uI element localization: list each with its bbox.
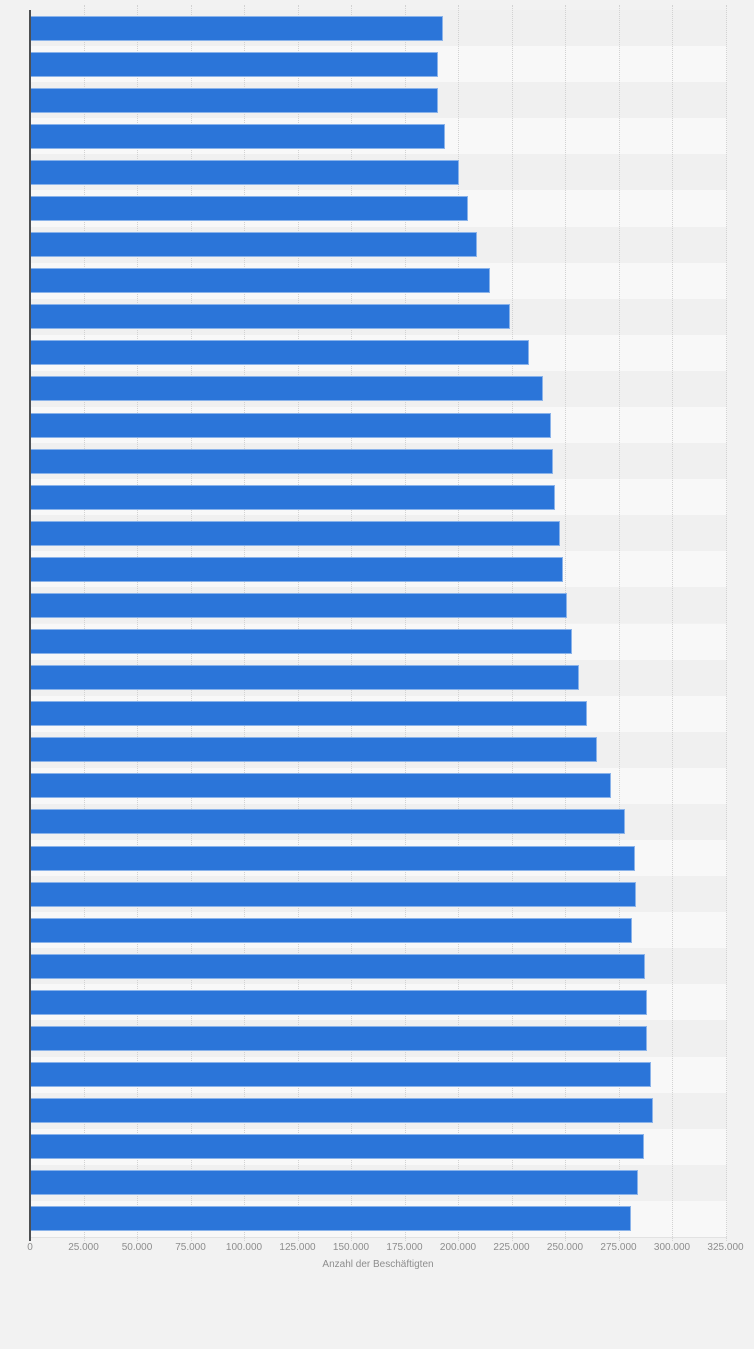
gridline: [511, 5, 513, 1241]
gridline: [83, 5, 85, 1241]
bar[interactable]: [30, 701, 588, 727]
bar[interactable]: [30, 340, 529, 366]
bar[interactable]: [30, 1170, 638, 1196]
x-tick-label: 325.000: [707, 1242, 744, 1253]
bar[interactable]: [30, 556, 563, 582]
bar[interactable]: [30, 232, 478, 258]
gridline: [565, 5, 566, 1241]
bar[interactable]: [30, 737, 598, 763]
bar[interactable]: [30, 1206, 632, 1232]
x-tick-label: 0: [27, 1242, 33, 1253]
gridline: [297, 5, 299, 1241]
bar[interactable]: [30, 87, 438, 113]
bar[interactable]: [30, 1062, 651, 1088]
gridline: [672, 5, 673, 1241]
bar[interactable]: [30, 484, 556, 510]
x-tick-label: 75.000: [175, 1242, 206, 1253]
gridline: [190, 5, 192, 1241]
x-tick-label: 25.000: [68, 1242, 99, 1253]
gridline: [404, 5, 406, 1241]
x-tick-label: 300.000: [653, 1242, 691, 1253]
gridline: [725, 5, 727, 1241]
x-tick-label: 200.000: [439, 1242, 477, 1253]
bar[interactable]: [30, 412, 552, 438]
gridline: [244, 5, 245, 1241]
bar[interactable]: [30, 15, 444, 41]
bar[interactable]: [30, 592, 568, 618]
bar[interactable]: [30, 376, 543, 402]
x-tick-label: 125.000: [279, 1242, 316, 1253]
bar[interactable]: [30, 1026, 648, 1051]
bar[interactable]: [30, 123, 446, 149]
bar[interactable]: [30, 629, 573, 655]
gridline: [458, 5, 459, 1241]
plot-area: [29, 5, 727, 1241]
bar[interactable]: [30, 809, 625, 835]
bar[interactable]: [30, 159, 460, 185]
x-tick-label: 275.000: [600, 1242, 637, 1253]
bar[interactable]: [30, 520, 560, 546]
bar[interactable]: [30, 953, 646, 979]
x-tick-label: 50.000: [121, 1242, 153, 1253]
bar[interactable]: [30, 989, 648, 1015]
y-axis-line: [29, 10, 31, 1241]
bar[interactable]: [30, 51, 438, 77]
bar[interactable]: [30, 448, 554, 474]
bar[interactable]: [30, 195, 468, 221]
bar[interactable]: [30, 304, 511, 330]
bar[interactable]: [30, 773, 611, 799]
bar[interactable]: [30, 665, 579, 691]
x-tick-label: 175.000: [386, 1242, 423, 1253]
gridline: [618, 5, 620, 1241]
bar[interactable]: [30, 881, 636, 907]
gridline: [137, 5, 138, 1241]
bar[interactable]: [30, 1134, 645, 1160]
bar[interactable]: [30, 917, 633, 943]
bar[interactable]: [30, 268, 491, 294]
x-tick-label: 225.000: [493, 1242, 530, 1253]
bar[interactable]: [30, 845, 635, 871]
x-axis-title: Anzahl der Beschäftigten: [322, 1259, 434, 1270]
gridline: [351, 5, 352, 1241]
x-tick-label: 100.000: [225, 1242, 263, 1253]
x-axis-tick-labels: 0 25.000 50.000 75.000 100.000 125.000 150.000…: [0, 1242, 754, 1254]
bar[interactable]: [30, 1098, 653, 1124]
x-tick-label: 150.000: [332, 1242, 370, 1253]
x-tick-label: 250.000: [546, 1242, 584, 1253]
